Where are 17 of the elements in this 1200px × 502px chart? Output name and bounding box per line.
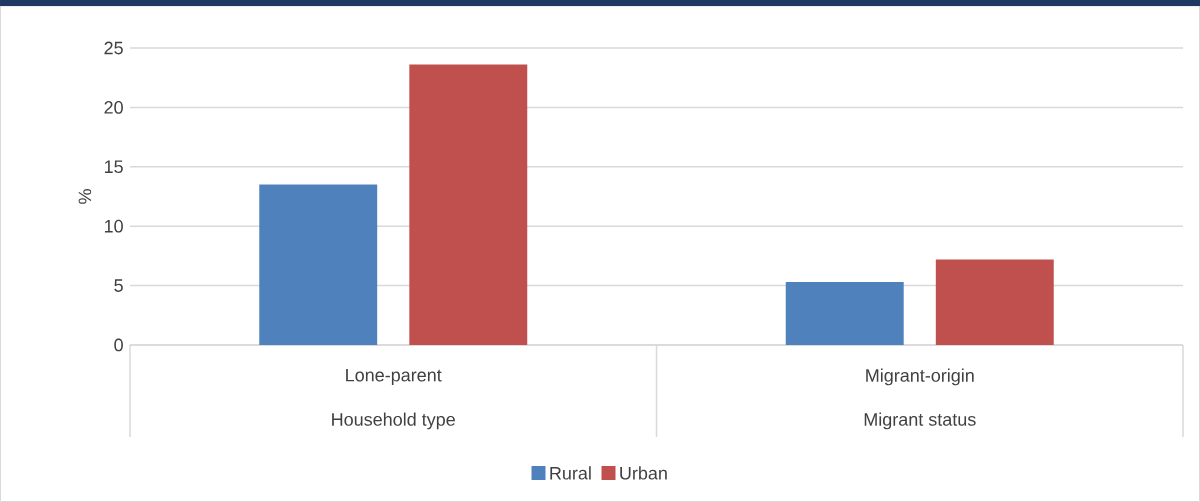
bar (259, 184, 378, 345)
y-tick-label: 25 (104, 41, 123, 55)
y-tick-label: 15 (104, 160, 123, 174)
text: Migrant status (864, 412, 976, 430)
bar (785, 282, 904, 345)
y-tick-label: 10 (104, 219, 123, 233)
x-tick-label: Lone-parent (346, 368, 442, 386)
legend-label: Rural (550, 466, 591, 480)
y-tick-label: 5 (114, 279, 123, 292)
x-tick-label: Migrant-origin (866, 368, 974, 386)
y-tick-label: 20 (104, 101, 123, 114)
bar (409, 64, 528, 345)
y-tick-label: 0 (114, 338, 123, 352)
bar (935, 259, 1054, 345)
y-axis-title: % (78, 189, 92, 204)
text: Household type (332, 412, 455, 430)
legend-label: Urban (620, 466, 667, 480)
